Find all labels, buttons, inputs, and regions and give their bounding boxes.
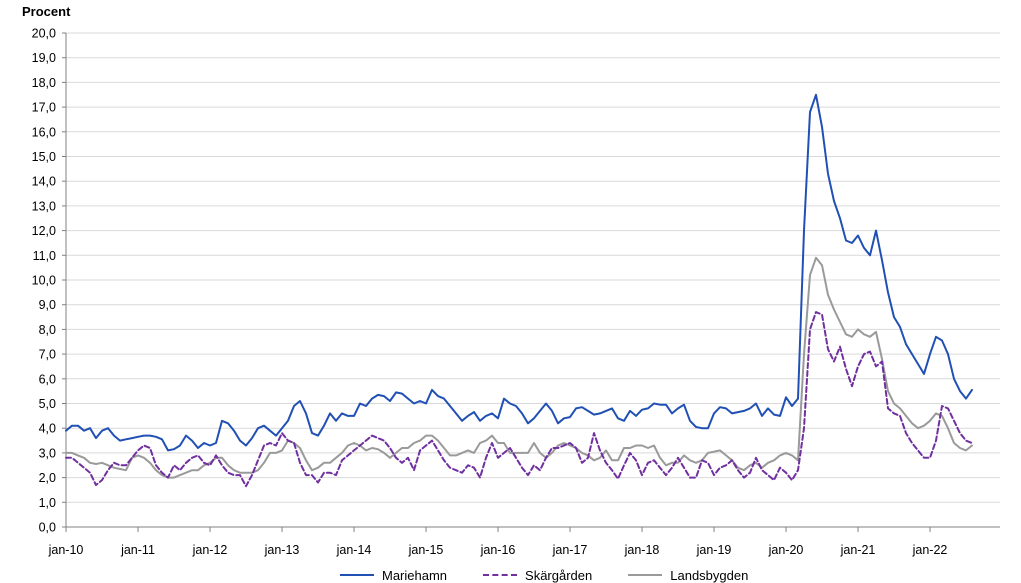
series-lines: [65, 93, 973, 488]
legend-item: Mariehamn: [340, 568, 447, 583]
y-tick-label: 17,0: [32, 101, 56, 115]
y-tick-label: 16,0: [32, 125, 56, 139]
y-tick-label: 11,0: [33, 249, 56, 263]
series-line-0: [65, 93, 973, 452]
legend: Mariehamn Skärgården Landsbygden: [340, 568, 760, 583]
x-tick-label: jan-20: [768, 543, 804, 557]
x-tick-label: jan-21: [840, 543, 876, 557]
legend-label: Mariehamn: [382, 567, 448, 583]
gridlines: [62, 32, 1000, 528]
x-tick-label: jan-13: [264, 543, 300, 557]
legend-label: Skärgården: [525, 567, 593, 583]
y-tick-label: 19,0: [32, 51, 56, 65]
y-tick-label: 10,0: [32, 274, 56, 288]
x-tick-label: jan-22: [912, 543, 948, 557]
x-tick-label: jan-10: [48, 543, 84, 557]
series-line-1: [65, 311, 973, 488]
y-axis-label: Procent: [22, 4, 71, 19]
x-tick-label: jan-18: [624, 543, 660, 557]
y-tick-label: 13,0: [32, 199, 56, 213]
y-tick-label: 14,0: [32, 175, 56, 189]
x-tick-label: jan-17: [552, 543, 588, 557]
x-tick-label: jan-14: [336, 543, 372, 557]
x-tick-label: jan-16: [480, 543, 516, 557]
legend-swatch: [340, 574, 374, 576]
legend-swatch: [483, 574, 518, 576]
y-tick-label: 8,0: [39, 323, 56, 337]
x-tick-label: jan-19: [696, 543, 732, 557]
legend-swatch: [628, 574, 663, 576]
axes: [65, 33, 1000, 532]
y-tick-labels: 0,0 1,0 2,0 3,0 4,0 5,0 6,0 7,0 8,0 9,0 10,0 11,0 12…: [32, 27, 56, 535]
y-tick-label: 0,0: [39, 521, 56, 535]
y-tick-label: 12,0: [32, 224, 56, 238]
y-tick-label: 5,0: [39, 397, 56, 411]
y-tick-label: 3,0: [39, 446, 56, 460]
y-tick-label: 9,0: [39, 298, 56, 312]
x-tick-label: jan-11: [120, 543, 155, 557]
y-tick-label: 18,0: [32, 76, 56, 90]
y-tick-label: 6,0: [39, 372, 56, 386]
legend-item: Skärgården: [483, 568, 592, 583]
y-tick-label: 2,0: [39, 471, 56, 485]
legend-label: Landsbygden: [670, 567, 749, 583]
x-tick-label: jan-12: [192, 543, 228, 557]
y-tick-label: 1,0: [39, 496, 56, 510]
y-tick-label: 15,0: [32, 150, 56, 164]
x-tick-label: jan-15: [408, 543, 444, 557]
x-tick-labels: jan-10 jan-11 jan-12 jan-13 jan-14 jan-15 jan-…: [48, 543, 948, 557]
y-tick-label: 7,0: [39, 348, 56, 362]
y-tick-label: 20,0: [32, 27, 56, 41]
legend-item: Landsbygden: [628, 568, 748, 583]
y-tick-label: 4,0: [39, 422, 56, 436]
